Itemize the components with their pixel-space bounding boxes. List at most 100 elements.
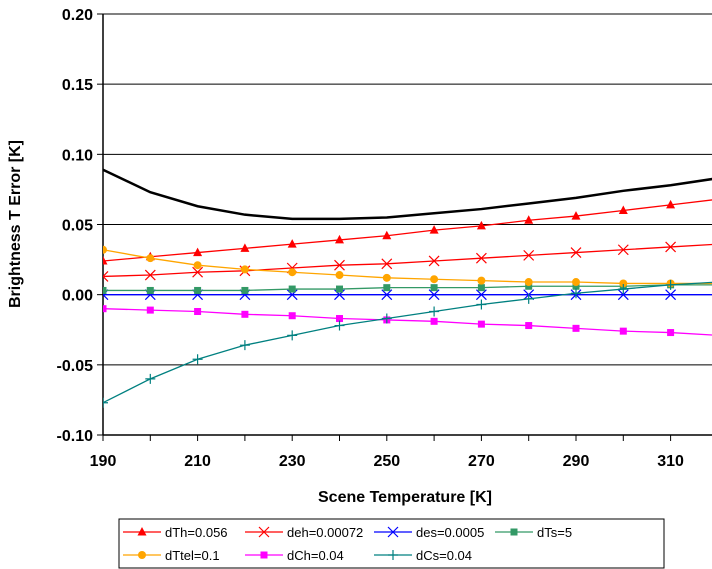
data-point [524,215,534,224]
x-tick-label: 290 [563,453,590,470]
data-point [381,289,393,301]
data-point [525,322,533,330]
data-point [665,279,676,290]
series-dCh=0.04 [103,305,712,337]
x-tick-label: 230 [279,453,306,470]
data-point [572,278,580,287]
tick-labels: 0.20 0.15 0.10 0.05 0.00 -0.05 -0.10 190 210 230 2… [57,7,685,470]
data-point [618,205,628,214]
data-point [240,265,249,274]
data-point [476,220,486,230]
data-point [335,234,344,244]
data-point [617,244,629,256]
data-point [103,305,107,313]
data-point [103,270,109,282]
data-point [523,249,535,261]
data-point [617,289,629,301]
data-point [666,199,676,209]
legend-label: dTs=5 [537,525,572,540]
data-point [146,306,154,314]
series-line [103,249,712,285]
y-tick-label: -0.05 [57,358,94,375]
y-axis-title: Brightness T Error [K] [7,140,24,308]
legend-box [118,518,665,569]
data-point [477,320,485,328]
data-point [619,279,628,288]
data-point [103,397,108,408]
data-point [428,255,440,267]
data-point [194,286,202,294]
legend-item: dTh=0.056 [123,525,228,540]
data-point [287,239,297,248]
series-dTh=0.056 [103,199,712,265]
data-point [194,308,202,316]
data-point [572,324,580,332]
legend-marker [258,526,270,538]
series-layer [103,168,712,408]
series-line [103,281,712,404]
data-point [430,284,438,292]
series-dCs=0.04 [103,279,712,408]
legend-label: dCh=0.04 [287,548,344,563]
data-point [477,284,485,292]
axes [97,13,712,441]
x-tick-label: 250 [373,453,400,470]
legend-label: dCs=0.04 [416,548,472,563]
data-point [619,327,627,335]
data-point [336,315,343,323]
data-point [430,275,439,284]
legend: dTh=0.056 deh=0.00072 des=0.0005 dTs=5 dTtel… [118,518,665,569]
series-line [103,168,712,221]
data-point [667,329,675,337]
series-total [103,168,712,221]
data-point [476,299,487,310]
data-point [145,373,156,384]
series-line [103,284,712,292]
data-point [665,241,677,253]
data-point [335,271,344,280]
y-tick-label: 0.00 [62,288,93,305]
data-point [475,252,487,264]
data-point [572,282,580,290]
x-tick-label: 310 [657,453,684,470]
data-point [525,282,533,290]
data-point [192,266,204,278]
legend-marker [387,526,399,538]
legend-marker [137,527,147,536]
x-tick-label: 270 [468,453,495,470]
legend-label: dTh=0.056 [165,525,228,540]
legend-item: dCs=0.04 [374,548,472,563]
data-point [571,211,581,220]
data-point [240,243,250,252]
data-point [336,285,343,293]
series-line [103,199,712,262]
data-point [146,286,154,294]
data-point [475,289,487,301]
y-tick-label: 0.15 [62,77,93,94]
data-point [570,247,582,258]
data-point [334,320,345,331]
data-point [428,289,440,301]
x-tick-label: 190 [90,453,117,470]
legend-label: dTtel=0.1 [165,548,220,563]
legend-item: deh=0.00072 [245,525,363,540]
gridlines [103,13,712,366]
data-point [618,284,629,295]
data-point [429,225,439,234]
legend-marker [510,528,518,536]
series-deh=0.00072 [103,241,712,282]
data-point [146,254,155,263]
legend-marker [138,551,146,559]
data-point [144,269,156,281]
series-line [103,308,712,336]
data-point [103,286,107,294]
data-point [288,312,296,320]
data-point [430,317,438,325]
data-point [103,245,107,254]
data-point [192,354,203,365]
data-point [103,255,108,265]
data-point [241,310,249,318]
data-point [429,306,440,317]
data-point [571,288,581,299]
